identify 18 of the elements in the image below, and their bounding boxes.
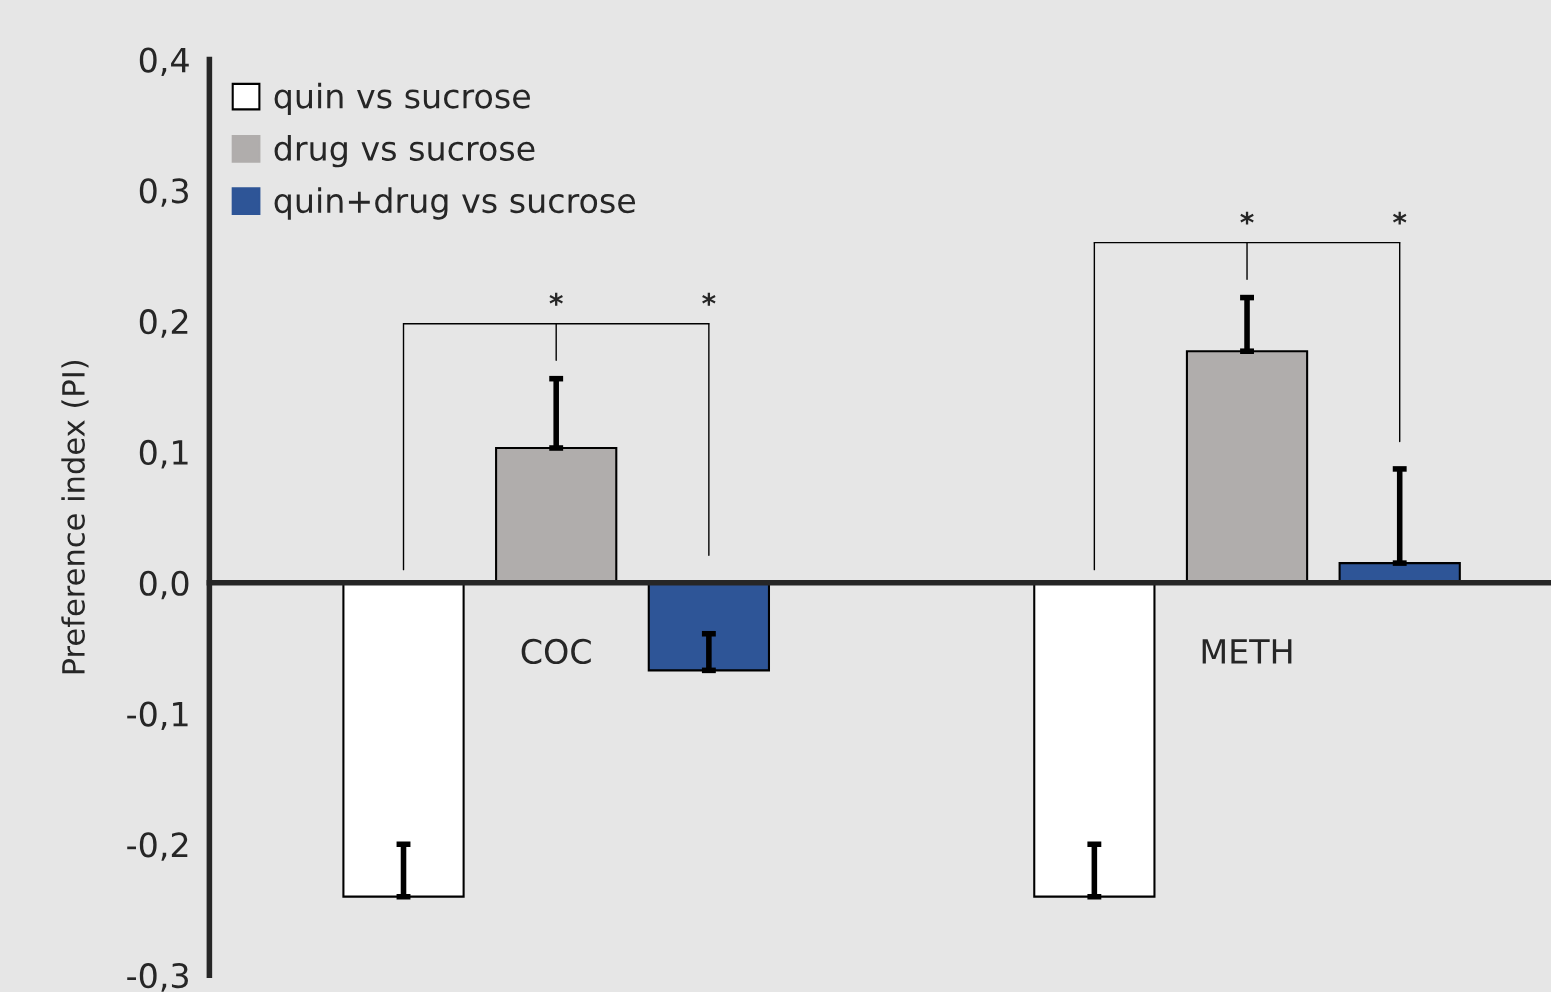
y-tick-label: -0,1 [127,701,188,731]
legend-label: quin vs sucrose [274,82,530,116]
annotation: * [549,292,563,306]
annotation: * [1393,211,1407,225]
annotation: * [702,292,716,306]
y-tick-label: 0,4 [139,47,189,77]
y-tick-label: -0,3 [127,963,188,992]
x-tick-label: METH [1202,639,1292,664]
x-tick-label: COC [521,638,591,665]
y-tick-label: 0,2 [139,309,188,338]
legend-label: quin+drug vs sucrose [274,187,636,220]
y-tick-label: 0,1 [139,439,188,469]
y-tick-label: 0,0 [139,570,189,600]
y-axis-title: Preference index (PI) [61,360,89,674]
annotation: * [1240,211,1254,225]
legend-label: drug vs sucrose [274,135,535,168]
y-tick-label: -0,2 [127,832,188,861]
y-tick-label: 0,3 [139,178,188,207]
